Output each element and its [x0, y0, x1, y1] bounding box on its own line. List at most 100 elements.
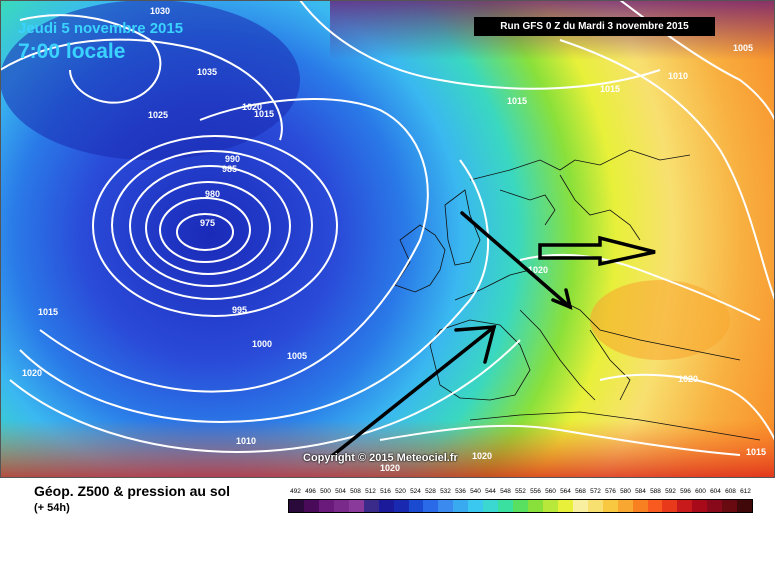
scale-swatch	[513, 500, 528, 512]
scale-tick-label: 500	[320, 488, 331, 495]
forecast-date: Jeudi 5 novembre 2015	[18, 20, 184, 37]
scale-tick-label: 588	[650, 488, 661, 495]
scale-swatch	[587, 500, 603, 512]
scale-tick-label: 512	[365, 488, 376, 495]
isobar-label: 1005	[733, 43, 753, 53]
scale-swatch	[408, 500, 424, 512]
scale-tick-label: 492	[290, 488, 301, 495]
isobar-label: 1015	[746, 447, 766, 457]
isobar-label: 1015	[507, 96, 527, 106]
scale-tick-label: 536	[455, 488, 466, 495]
scale-tick-label: 580	[620, 488, 631, 495]
scale-tick-label: 540	[470, 488, 481, 495]
scale-swatch	[692, 500, 708, 512]
isobar-label: 975	[200, 218, 215, 228]
warm-cell-east	[590, 280, 730, 360]
scale-tick-label: 604	[710, 488, 721, 495]
isobar-label: 1020	[380, 463, 400, 473]
scale-tick-label: 548	[500, 488, 511, 495]
scale-tick-label: 504	[335, 488, 346, 495]
scale-tick-label: 532	[440, 488, 451, 495]
scale-tick-label: 596	[680, 488, 691, 495]
scale-swatch	[557, 500, 573, 512]
scale-tick-label: 568	[575, 488, 586, 495]
scale-tick-label: 608	[725, 488, 736, 495]
cold-pool-north	[0, 0, 300, 160]
isobar-label: 1010	[668, 71, 688, 81]
color-scale-bar	[288, 499, 753, 513]
isobar-label: 980	[205, 189, 220, 199]
isobar-label: 1030	[150, 6, 170, 16]
scale-tick-label: 592	[665, 488, 676, 495]
scale-swatch	[483, 500, 499, 512]
scale-swatch	[677, 500, 693, 512]
scale-tick-label: 552	[515, 488, 526, 495]
weather-map: 1030 1035 1025 1020 1015 990 985 980 975…	[0, 0, 775, 478]
scale-tick-label: 520	[395, 488, 406, 495]
scale-swatch	[542, 500, 558, 512]
isobar-labels: 1030 1035 1025 1020 1015 990 985 980 975…	[22, 6, 766, 473]
scale-swatch	[707, 500, 723, 512]
isobar-label: 1025	[148, 110, 168, 120]
forecast-time: 7:00 locale	[18, 40, 126, 63]
scale-swatch	[572, 500, 588, 512]
isobar-label: 985	[222, 164, 237, 174]
isobar-label: 1020	[242, 102, 262, 112]
isobar-label: 1000	[252, 339, 272, 349]
scale-tick-label: 576	[605, 488, 616, 495]
scale-swatch	[378, 500, 394, 512]
trend-arrow-icon	[460, 211, 573, 310]
scale-tick-label: 496	[305, 488, 316, 495]
isobar-label: 1015	[600, 84, 620, 94]
scale-swatch	[438, 500, 454, 512]
isobar-label: 1015	[254, 109, 274, 119]
isobar-label: 1020	[678, 374, 698, 384]
color-scale-labels: 492 496 500 504 508 512 516 520 524 528 532 536 540 5…	[288, 488, 753, 498]
scale-swatch	[423, 500, 439, 512]
isobar-label: 1035	[197, 67, 217, 77]
subtropical-ridge	[0, 420, 775, 478]
trend-arrow-icon	[538, 235, 656, 267]
isobar-label: 1020	[472, 451, 492, 461]
isobar-label: 1010	[236, 436, 256, 446]
scale-swatch	[289, 500, 304, 512]
scale-tick-label: 508	[350, 488, 361, 495]
scale-swatch	[737, 500, 753, 512]
model-run-label: Run GFS 0 Z du Mardi 3 novembre 2015	[474, 17, 715, 36]
scale-swatch	[393, 500, 409, 512]
scale-swatch	[602, 500, 618, 512]
copyright-notice: Copyright © 2015 Meteociel.fr	[303, 452, 458, 464]
scale-tick-label: 600	[695, 488, 706, 495]
trend-arrow-icon	[330, 325, 497, 458]
scale-swatch	[303, 500, 319, 512]
scale-swatch	[722, 500, 738, 512]
scale-swatch	[662, 500, 678, 512]
scale-swatch	[468, 500, 484, 512]
scale-tick-label: 556	[530, 488, 541, 495]
legend-subtitle: (+ 54h)	[34, 502, 70, 514]
trend-arrows	[330, 211, 656, 458]
scale-swatch	[647, 500, 663, 512]
isobars	[0, 0, 775, 455]
scale-swatch	[632, 500, 648, 512]
isobar-label: 1005	[287, 351, 307, 361]
isobar-label: 1015	[38, 307, 58, 317]
scale-swatch	[528, 500, 543, 512]
scale-swatch	[348, 500, 364, 512]
isobar-label: 1020	[528, 265, 548, 275]
scale-swatch	[453, 500, 469, 512]
scale-tick-label: 528	[425, 488, 436, 495]
scale-tick-label: 612	[740, 488, 751, 495]
scale-swatch	[318, 500, 334, 512]
scale-swatch	[333, 500, 349, 512]
scale-tick-label: 584	[635, 488, 646, 495]
coastlines	[394, 149, 761, 441]
scale-swatch	[617, 500, 633, 512]
scale-tick-label: 524	[410, 488, 421, 495]
scale-swatch	[363, 500, 379, 512]
scale-tick-label: 560	[545, 488, 556, 495]
isobar-label: 990	[225, 154, 240, 164]
scale-tick-label: 564	[560, 488, 571, 495]
scale-tick-label: 516	[380, 488, 391, 495]
